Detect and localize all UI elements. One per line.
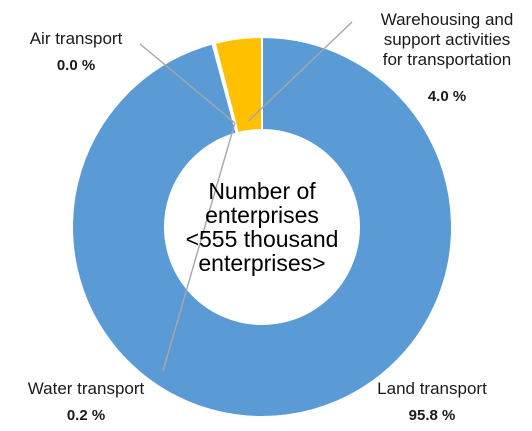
- leader-line-warehousing-and: [248, 21, 353, 122]
- leader-line-air-transport: [139, 43, 236, 124]
- donut-slices: [71, 35, 453, 418]
- label-air-transport: Air transport: [30, 29, 123, 48]
- value-warehousing-and: 4.0 %: [428, 88, 466, 105]
- leader-line-water-transport: [162, 123, 236, 372]
- center-label: Number of enterprises <555 thousand enterpr…: [186, 178, 339, 276]
- slice-warehousing-and: [213, 35, 263, 135]
- slice-labels: Land transport 95.8 % Water transport 0.2 %…: [28, 10, 514, 424]
- label-warehousing-and: Warehousing and support activities for tra…: [381, 10, 514, 69]
- label-land-transport: Land transport: [377, 379, 487, 398]
- value-water-transport: 0.2 %: [67, 407, 105, 424]
- value-air-transport: 0.0 %: [57, 57, 95, 74]
- leader-lines: [139, 21, 353, 372]
- slice-land-transport: [71, 35, 453, 418]
- label-water-transport: Water transport: [28, 379, 145, 398]
- value-land-transport: 95.8 %: [409, 407, 456, 424]
